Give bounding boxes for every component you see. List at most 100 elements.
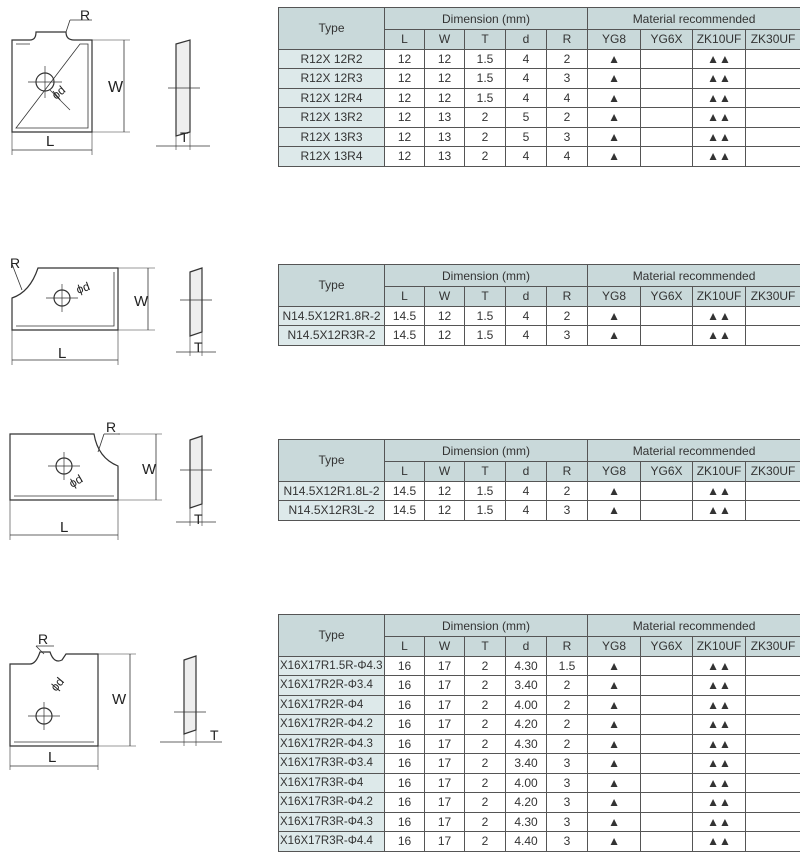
- table-row: X16X17R3R-Φ4.2 16 17 2 4.20 3 ▲ ▲▲: [278, 792, 800, 813]
- material-header-yg8: YG8: [587, 286, 642, 307]
- cell-zk10uf: ▲▲: [692, 305, 747, 326]
- insert-drawing-3: R W L T ϕd: [9, 420, 216, 540]
- table-row: N14.5X12R3R-2 14.5 12 1.5 4 3 ▲ ▲▲: [278, 325, 800, 346]
- header-row: Type Dimension (mm) Material recommended: [278, 7, 800, 50]
- label-d: ϕd: [67, 472, 86, 491]
- cell-d: 4.00: [505, 772, 547, 793]
- header-row: Type Dimension (mm) Material recommended: [278, 614, 800, 657]
- dim-header-d: d: [505, 29, 547, 50]
- cell-d: 5: [505, 126, 547, 147]
- cell-zk10uf: ▲▲: [692, 831, 747, 852]
- material-header-zk30uf: ZK30UF: [745, 636, 800, 657]
- cell-zk10uf: ▲▲: [692, 325, 747, 346]
- header-row: Type Dimension (mm) Material recommended: [278, 264, 800, 307]
- cell-yg6x: [640, 655, 694, 676]
- cell-zk10uf: ▲▲: [692, 753, 747, 774]
- cell-w: 17: [424, 772, 465, 793]
- cell-t: 1.5: [464, 68, 506, 89]
- cell-w: 17: [424, 753, 465, 774]
- cell-yg8: ▲: [587, 792, 642, 813]
- cell-d: 4: [505, 146, 547, 167]
- cell-zk30uf: [745, 48, 800, 69]
- material-header: Material recommended: [587, 614, 800, 637]
- material-header-yg6x: YG6X: [640, 286, 694, 307]
- cell-zk10uf: ▲▲: [692, 714, 747, 735]
- cell-t: 1.5: [464, 87, 506, 108]
- cell-d: 4.30: [505, 655, 547, 676]
- cell-zk10uf: ▲▲: [692, 772, 747, 793]
- cell-t: 1.5: [464, 325, 506, 346]
- cell-r: 2: [545, 694, 589, 715]
- cell-zk10uf: ▲▲: [692, 48, 747, 69]
- cell-zk30uf: [745, 146, 800, 167]
- cell-t: 2: [464, 107, 506, 128]
- dimension-header: Dimension (mm): [383, 439, 589, 462]
- cell-w: 12: [424, 48, 465, 69]
- cell-r: 3: [545, 126, 589, 147]
- cell-r: 2: [545, 733, 589, 754]
- cell-t: 2: [464, 831, 506, 852]
- type-cell: X16X17R2R-Φ4: [278, 694, 385, 715]
- cell-zk30uf: [745, 480, 800, 501]
- cell-r: 2: [545, 480, 589, 501]
- cell-zk10uf: ▲▲: [692, 68, 747, 89]
- cell-l: 12: [384, 146, 425, 167]
- cell-r: 1.5: [545, 655, 589, 676]
- cell-zk10uf: ▲▲: [692, 792, 747, 813]
- cell-w: 12: [424, 480, 465, 501]
- cell-l: 16: [384, 655, 425, 676]
- cell-t: 2: [464, 126, 506, 147]
- cell-yg8: ▲: [587, 68, 642, 89]
- cell-yg6x: [640, 675, 694, 696]
- cell-zk10uf: ▲▲: [692, 87, 747, 108]
- cell-zk30uf: [745, 68, 800, 89]
- cell-t: 2: [464, 714, 506, 735]
- cell-d: 5: [505, 107, 547, 128]
- type-header: Type: [278, 439, 385, 482]
- cell-yg6x: [640, 146, 694, 167]
- cell-zk10uf: ▲▲: [692, 811, 747, 832]
- cell-yg8: ▲: [587, 811, 642, 832]
- cell-zk30uf: [745, 87, 800, 108]
- cell-d: 4: [505, 305, 547, 326]
- label-w: W: [142, 461, 157, 478]
- material-header-yg6x: YG6X: [640, 29, 694, 50]
- dim-header-W: W: [424, 29, 465, 50]
- cell-zk30uf: [745, 811, 800, 832]
- label-t: T: [210, 727, 219, 743]
- table-row: N14.5X12R1.8R-2 14.5 12 1.5 4 2 ▲ ▲▲: [278, 305, 800, 326]
- cell-l: 14.5: [384, 325, 425, 346]
- cell-r: 2: [545, 107, 589, 128]
- cell-yg6x: [640, 480, 694, 501]
- label-t: T: [194, 339, 203, 355]
- insert-drawing-2: R W L T ϕd: [10, 255, 216, 365]
- cell-yg8: ▲: [587, 772, 642, 793]
- type-cell: N14.5X12R1.8L-2: [278, 480, 385, 501]
- header-row: Type Dimension (mm) Material recommended: [278, 439, 800, 482]
- cell-yg8: ▲: [587, 126, 642, 147]
- cell-t: 2: [464, 811, 506, 832]
- type-cell: X16X17R3R-Φ4: [278, 772, 385, 793]
- dim-header-T: T: [464, 636, 506, 657]
- cell-w: 12: [424, 500, 465, 521]
- cell-l: 14.5: [384, 500, 425, 521]
- cell-l: 16: [384, 811, 425, 832]
- dimension-header: Dimension (mm): [383, 264, 589, 287]
- cell-yg8: ▲: [587, 733, 642, 754]
- label-d: ϕd: [48, 675, 67, 694]
- cell-w: 13: [424, 146, 465, 167]
- cell-zk30uf: [745, 500, 800, 521]
- cell-zk10uf: ▲▲: [692, 480, 747, 501]
- cell-w: 13: [424, 126, 465, 147]
- material-header: Material recommended: [587, 264, 800, 287]
- material-header-zk30uf: ZK30UF: [745, 29, 800, 50]
- cell-zk10uf: ▲▲: [692, 655, 747, 676]
- cell-r: 2: [545, 675, 589, 696]
- cell-yg8: ▲: [587, 107, 642, 128]
- type-cell: N14.5X12R3L-2: [278, 500, 385, 521]
- table-row: R12X 13R3 12 13 2 5 3 ▲ ▲▲: [278, 126, 800, 147]
- cell-l: 12: [384, 87, 425, 108]
- cell-r: 3: [545, 811, 589, 832]
- cell-r: 3: [545, 500, 589, 521]
- cell-yg8: ▲: [587, 305, 642, 326]
